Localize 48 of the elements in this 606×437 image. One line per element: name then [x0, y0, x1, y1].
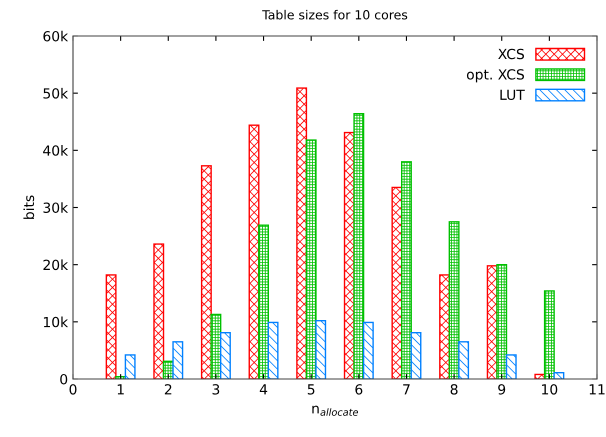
y-tick-label: 0 [60, 374, 68, 384]
x-tick-label: 6 [355, 384, 362, 395]
x-axis-title: n$_{allocate}$ [312, 406, 358, 416]
x-tick-label: 7 [403, 384, 410, 394]
bar [124, 354, 136, 379]
bar [220, 332, 231, 379]
bar [106, 274, 117, 379]
y-axis-title: bits [23, 196, 34, 219]
x-tick-label: 10 [542, 384, 558, 395]
bar [458, 341, 470, 379]
bar [400, 161, 412, 379]
bar [153, 243, 164, 379]
y-tick-label: 30k [43, 202, 68, 213]
bar [486, 265, 498, 379]
x-tick-label: 3 [212, 384, 220, 395]
y-tick-label: 60k [43, 30, 68, 42]
bar [448, 221, 460, 379]
bar [306, 139, 317, 379]
bar [268, 322, 279, 379]
bar [172, 341, 184, 379]
x-tick-label: 4 [260, 384, 268, 394]
y-tick-label: 40k [43, 145, 68, 156]
x-tick-label: 8 [450, 384, 458, 395]
x-tick-label: 9 [498, 384, 506, 395]
bar [200, 165, 212, 379]
bar [258, 224, 270, 379]
chart-title: Table sizes for 10 cores [262, 10, 408, 20]
bar [496, 264, 508, 379]
bar [544, 290, 555, 379]
x-tick-label: 2 [164, 384, 172, 394]
y-tick-label: 20k [43, 259, 68, 270]
bar [353, 113, 364, 379]
bar [315, 320, 326, 379]
x-tick-label: 5 [308, 384, 314, 395]
y-tick-label: 50k [43, 88, 68, 99]
bar [553, 372, 564, 379]
x-tick-label: 11 [590, 384, 605, 394]
y-tick-label: 10k [44, 316, 68, 328]
legend-label: XCS [498, 48, 524, 60]
legend-label: LUT [500, 90, 525, 100]
bar [506, 354, 517, 379]
bar [248, 124, 260, 379]
x-tick-label: 0 [69, 384, 76, 395]
bar [210, 314, 222, 379]
bar [362, 322, 374, 379]
legend-label: opt. XCS [466, 69, 524, 82]
bar [410, 332, 422, 379]
x-tick-label: 1 [118, 384, 124, 394]
